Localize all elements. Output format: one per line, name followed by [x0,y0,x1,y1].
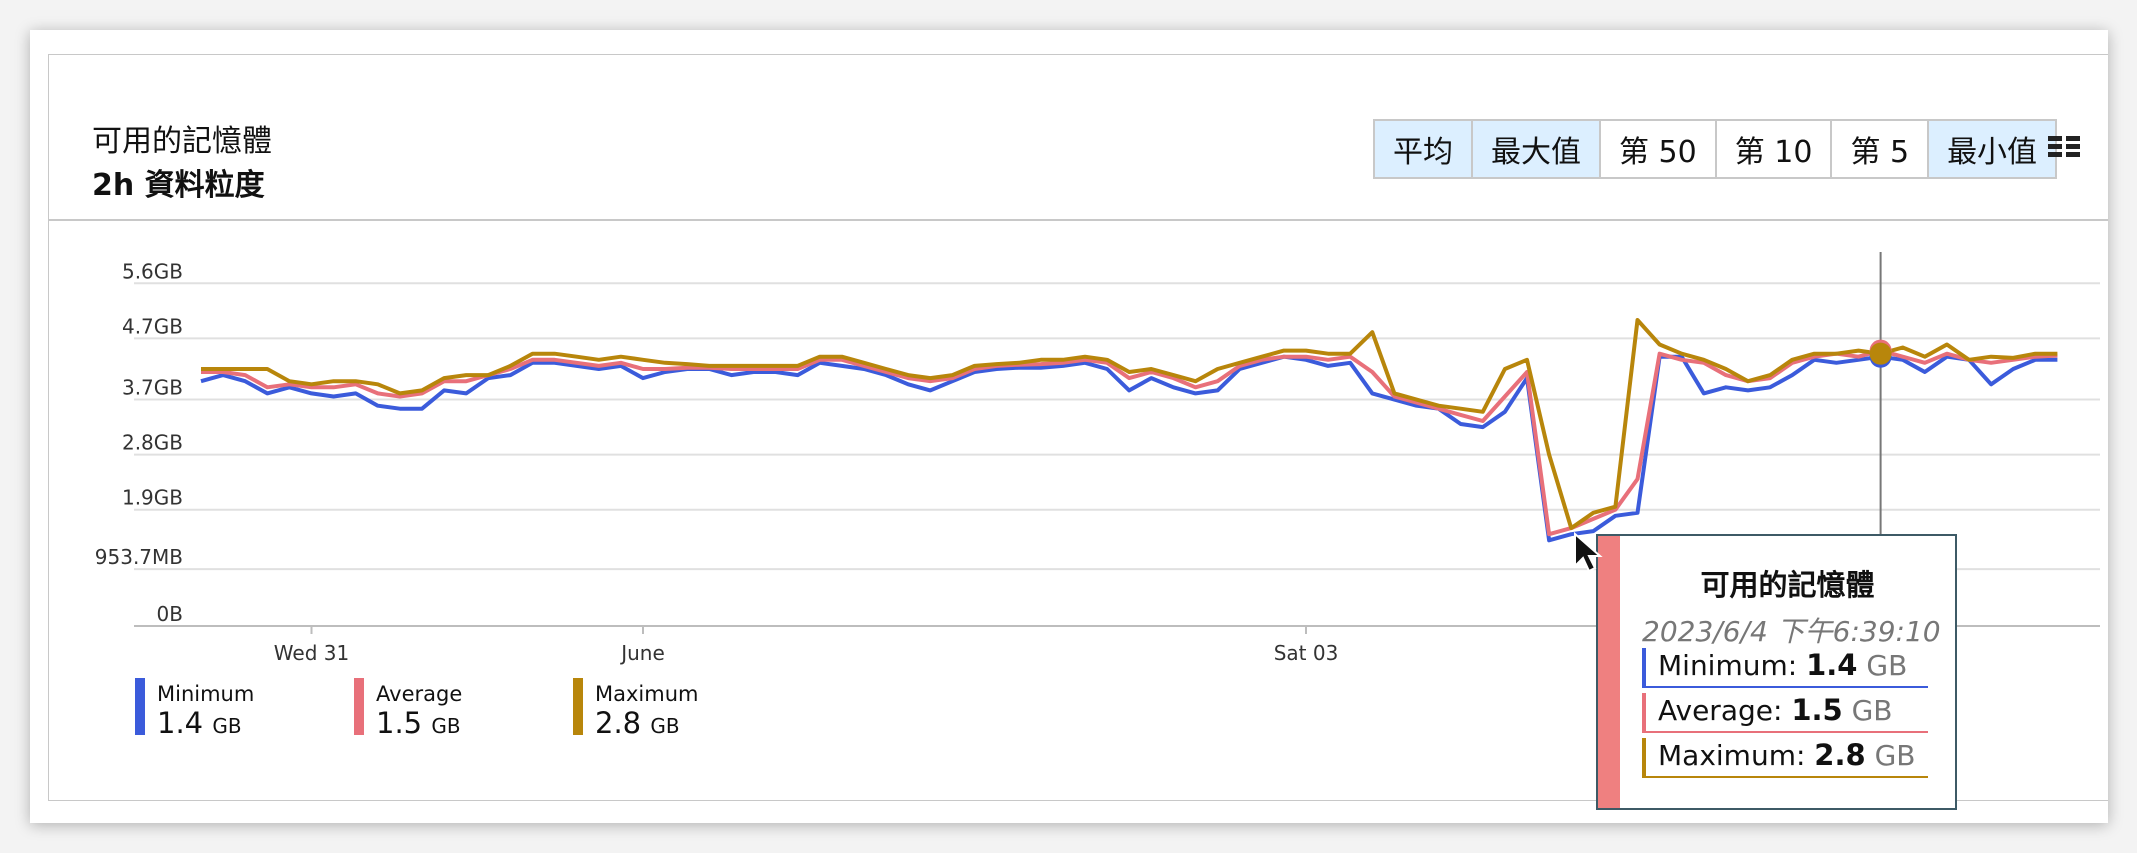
x-tick-label: Sat 03 [1274,641,1339,665]
legend-name: Maximum [595,682,699,706]
tooltip-color-stripe [1598,536,1620,808]
tooltip-row-maximum: Maximum: 2.8 GB [1642,738,1928,778]
y-tick-label: 3.7GB [122,376,183,400]
tooltip-datetime: 2023/6/4 下午6:39:10 [1642,615,1941,648]
y-tick-label: 4.7GB [122,314,183,338]
chart-title: 可用的記憶體 [92,124,272,159]
tooltip-title: 可用的記憶體 [1700,568,1875,602]
legend-value: 1.5 GB [376,706,461,740]
legend-name: Average [376,682,463,706]
tooltip-row-average: Average: 1.5 GB [1642,693,1928,733]
x-tick-label: Wed 31 [274,641,349,665]
legend-swatch-maximum [573,678,583,735]
agg-button-p10[interactable]: 第 10 [1716,121,1833,177]
y-tick-label: 1.9GB [122,486,183,510]
y-tick-label: 953.7MB [95,545,183,569]
granularity-label: 2h 資料粒度 [92,168,265,203]
x-tick-label: June [619,641,665,665]
legend-value: 1.4 GB [157,706,242,740]
agg-button-max[interactable]: 最大值 [1473,121,1601,177]
chart-panel [48,54,2108,801]
agg-button-p50[interactable]: 第 50 [1601,121,1717,177]
tooltip-row-minimum: Minimum: 1.4 GB [1642,648,1928,688]
series-line-average [201,348,2058,537]
series-line-minimum [200,354,2058,543]
legend-swatch-average [354,678,364,735]
legend-swatch-minimum [135,678,145,735]
legend-value: 2.8 GB [595,706,680,740]
y-tick-label: 5.6GB [122,259,183,283]
hover-point-maximum [1869,342,1892,365]
hover-tooltip: 可用的記憶體 2023/6/4 下午6:39:10 Minimum: 1.4 G… [1596,534,1957,810]
legend-list-icon[interactable] [2048,136,2082,158]
series-line-maximum [201,318,2058,531]
y-tick-label: 2.8GB [122,431,183,455]
header-divider [49,219,2108,221]
y-tick-label: 0B [157,602,183,626]
agg-button-min[interactable]: 最小值 [1929,121,2056,177]
aggregation-toggle-group: 平均 最大值 第 50 第 10 第 5 最小值 [1373,119,2058,179]
agg-button-p5[interactable]: 第 5 [1832,121,1930,177]
agg-button-avg[interactable]: 平均 [1375,121,1473,177]
mouse-pointer-icon [1574,532,1603,573]
legend-name: Minimum [157,682,255,706]
